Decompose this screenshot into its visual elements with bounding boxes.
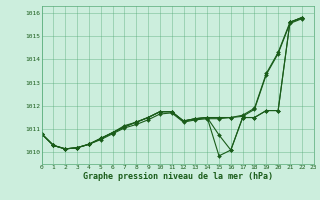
- X-axis label: Graphe pression niveau de la mer (hPa): Graphe pression niveau de la mer (hPa): [83, 172, 273, 181]
